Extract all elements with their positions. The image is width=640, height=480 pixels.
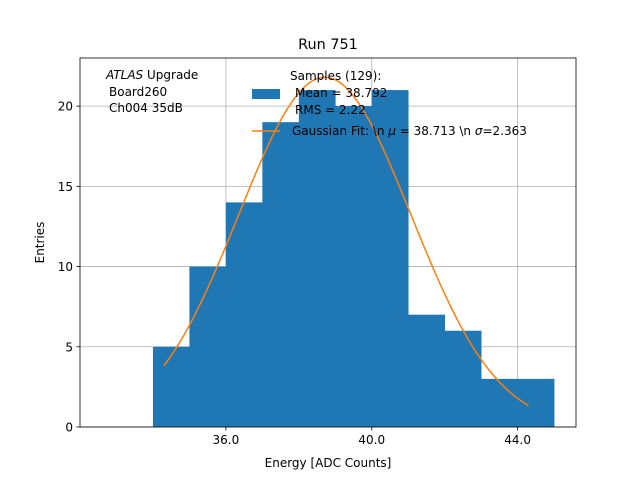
gaussian-fit-curve [163,76,529,407]
board-label: Board260 [109,85,167,99]
x-tick-label-1: 40.0 [358,433,385,447]
histogram-bar-3 [262,122,300,427]
x-axis-label: Energy [ADC Counts] [265,456,392,470]
atlas-label: ATLAS Upgrade [105,68,198,82]
x-axis-ticks: 36.0 40.0 44.0 [213,427,531,447]
legend-hist-rms: RMS = 2.22 [295,103,366,117]
legend: Samples (129): Mean = 38.792 RMS = 2.22 … [252,69,527,138]
x-tick-label-0: 36.0 [213,433,240,447]
histogram-bar-4 [298,90,336,427]
y-tick-label-3: 15 [58,180,73,194]
atlas-annotation: ATLAS Upgrade Board260 Ch004 35dB [105,68,198,115]
histogram-bar-7 [408,314,446,427]
histogram-bar-0 [152,346,190,427]
histogram-bar-8 [444,330,482,427]
x-tick-label-2: 44.0 [504,433,531,447]
legend-hist-mean: Mean = 38.792 [295,86,387,100]
histogram-bar-6 [371,90,409,427]
chart-title: Run 751 [298,37,358,53]
y-axis-ticks: 0 5 10 15 20 [58,100,80,435]
legend-entry-fit: Gaussian Fit: \n μ = 38.713 \n σ=2.363 [252,124,527,138]
legend-hist-title: Samples (129): [290,69,381,83]
histogram-bars [152,90,555,427]
histogram-bar-5 [335,106,373,427]
plot-area [79,57,577,428]
y-tick-label-1: 5 [65,340,73,354]
y-tick-label-2: 10 [58,260,73,274]
histogram-bar-9 [481,378,518,427]
y-axis-label: Entries [33,222,47,264]
legend-entry-histogram: Samples (129): Mean = 38.792 RMS = 2.22 [252,69,387,117]
legend-hist-swatch [252,89,280,99]
histogram-bar-1 [189,266,227,427]
y-tick-label-4: 20 [58,100,73,114]
axes-frame [79,57,577,428]
y-tick-label-0: 0 [65,421,73,435]
histogram-bar-2 [225,202,263,427]
channel-label: Ch004 35dB [109,101,183,115]
legend-fit-label: Gaussian Fit: \n μ = 38.713 \n σ=2.363 [292,124,527,138]
